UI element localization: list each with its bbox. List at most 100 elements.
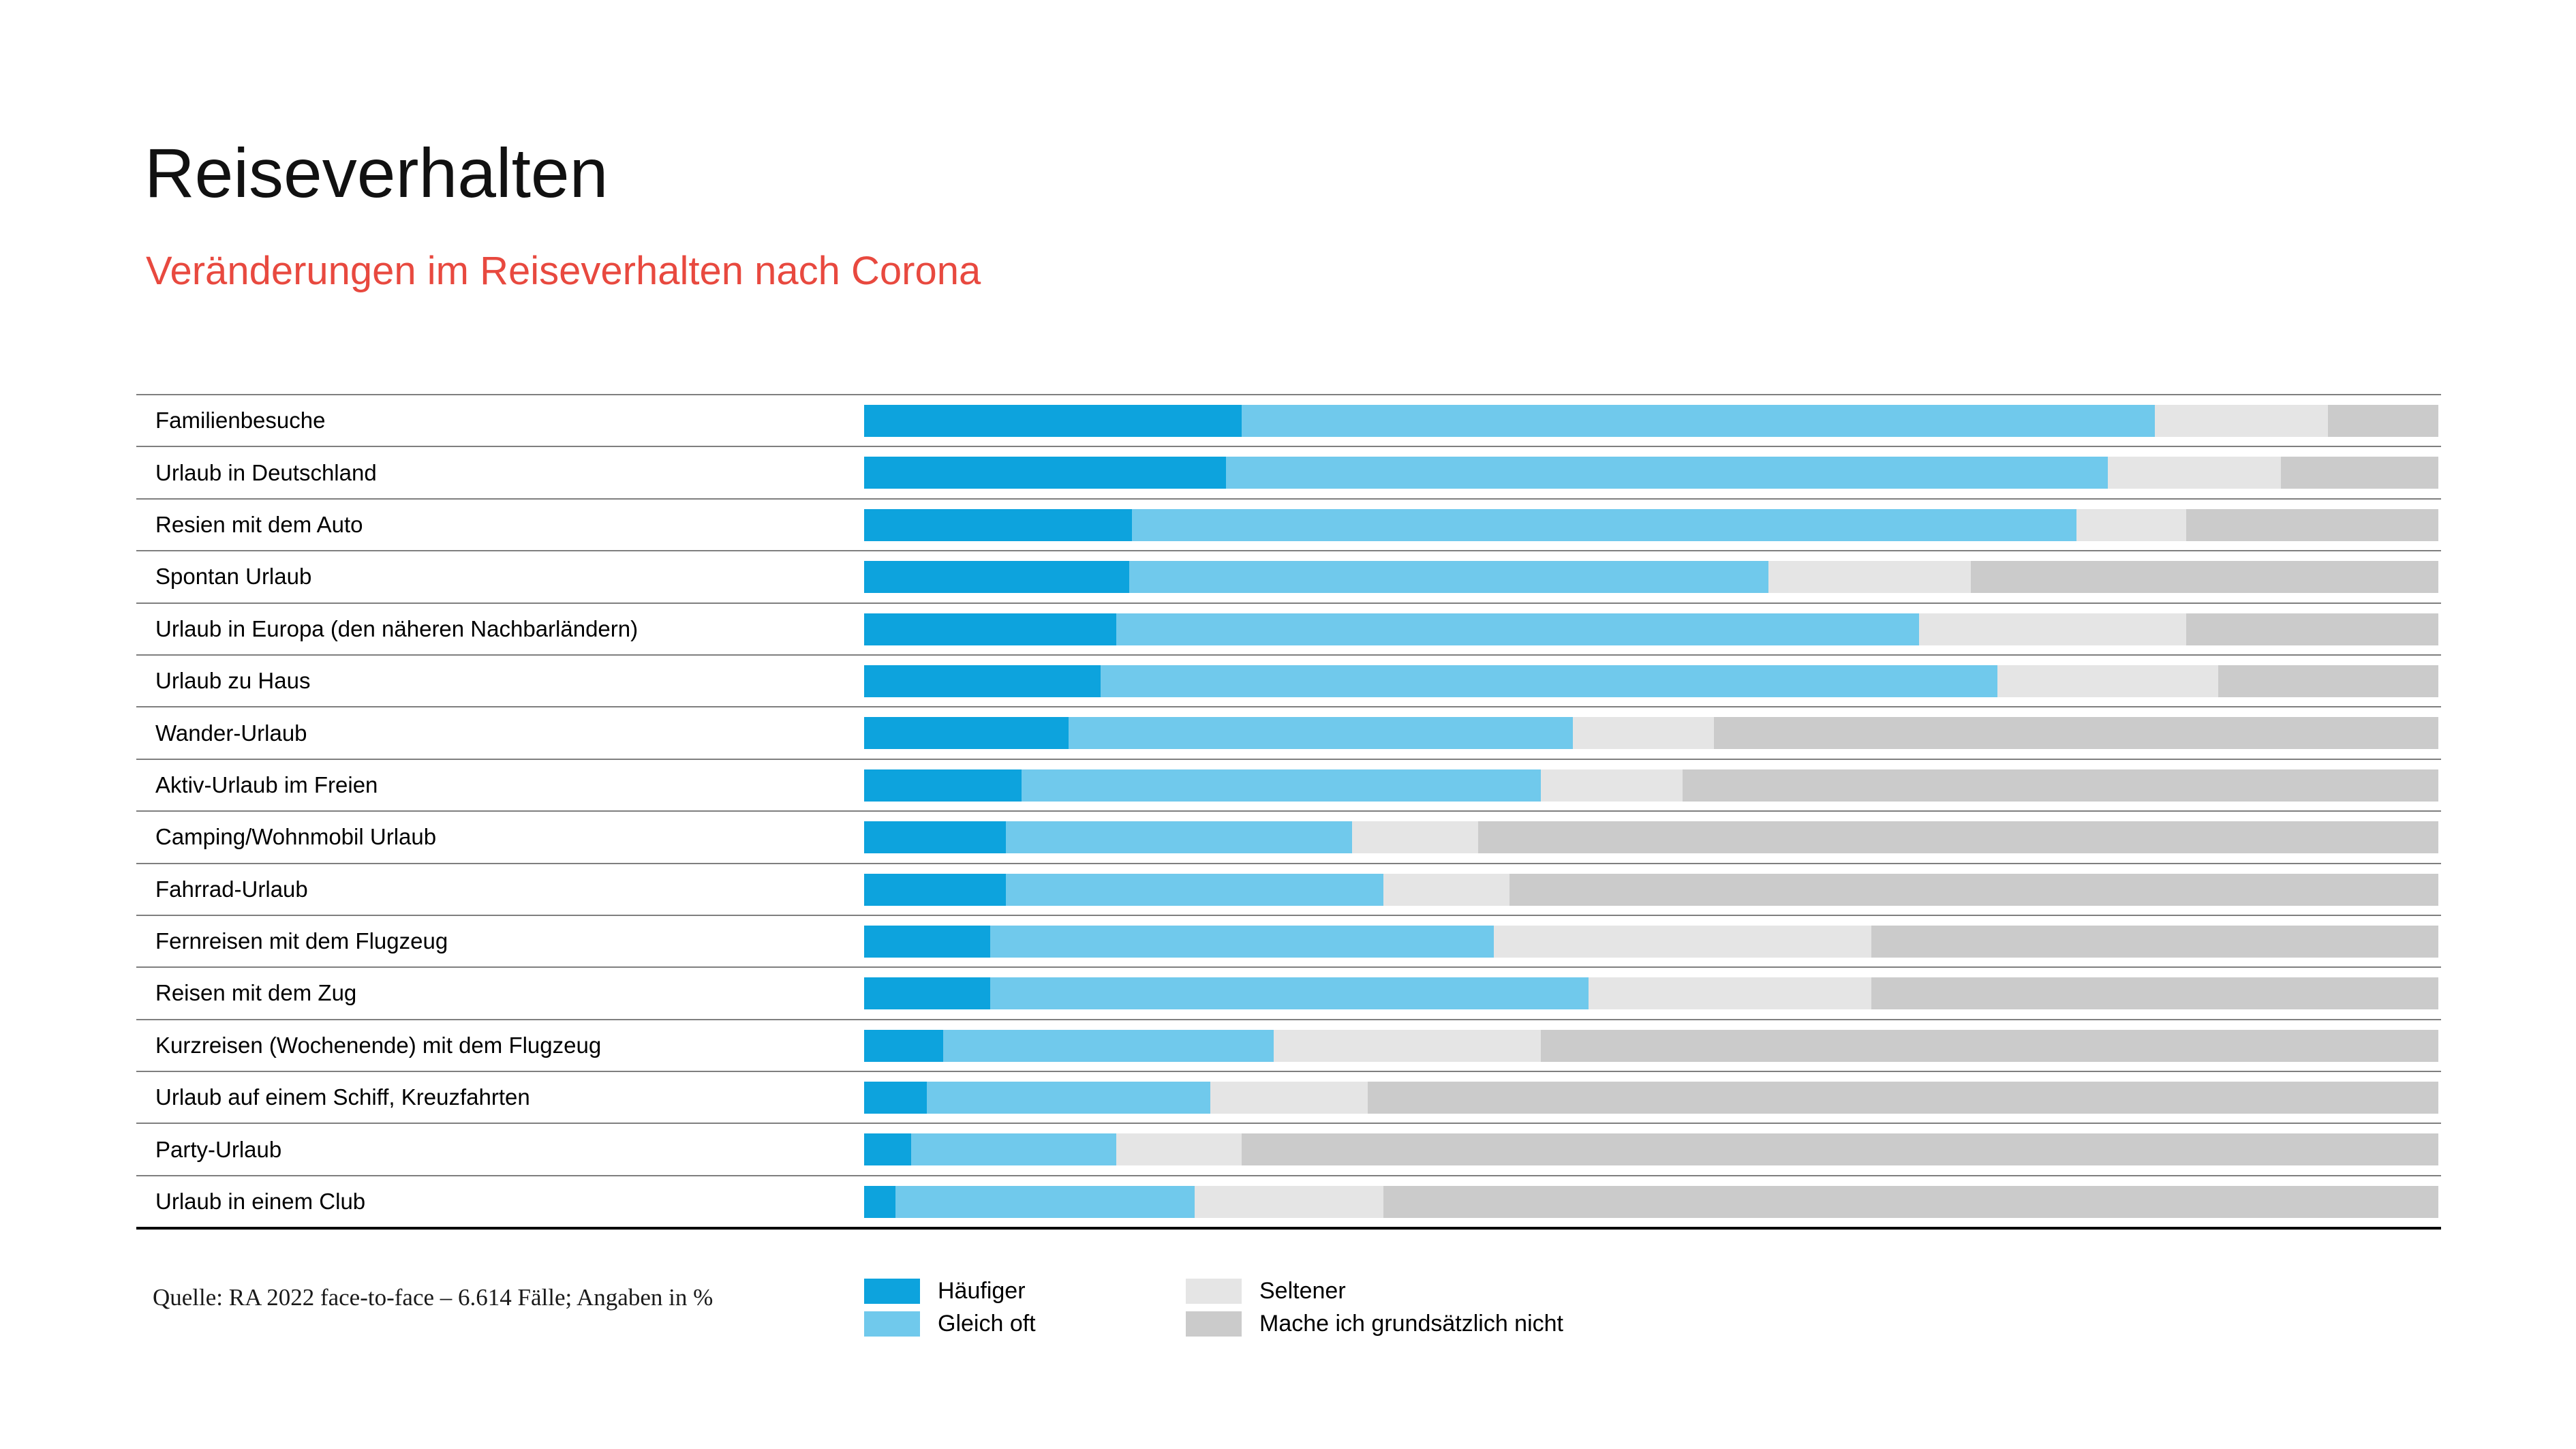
bar-segment <box>1116 1133 1242 1166</box>
bar-segment <box>864 977 990 1010</box>
row-label: Spontan Urlaub <box>155 564 312 590</box>
row-label: Reisen mit dem Zug <box>155 980 357 1006</box>
row-label: Urlaub in Europa (den näheren Nachbarlän… <box>155 615 639 641</box>
row-label: Urlaub in Deutschland <box>155 459 377 485</box>
stacked-bar <box>864 717 2438 750</box>
chart-row: Urlaub in Europa (den näheren Nachbarlän… <box>136 604 2441 656</box>
chart-row: Wander-Urlaub <box>136 707 2441 760</box>
bar-segment <box>895 1185 1195 1218</box>
chart-legend: Häufiger Gleich oft Seltener Mache ich grun… <box>864 1275 1563 1340</box>
bar-segment <box>942 1029 1274 1062</box>
bar-segment <box>2186 613 2438 645</box>
stacked-bar <box>864 613 2438 645</box>
bar-segment <box>1970 561 2438 594</box>
stacked-bar <box>864 457 2438 489</box>
bar-segment <box>990 977 1589 1010</box>
bar-segment <box>2280 457 2438 489</box>
row-label: Aktiv-Urlaub im Freien <box>155 772 378 797</box>
bar-segment <box>1714 717 2438 750</box>
source-note: Quelle: RA 2022 face-to-face – 6.614 Fäl… <box>153 1284 714 1311</box>
bar-segment <box>1005 821 1353 854</box>
bar-segment <box>2218 665 2439 697</box>
bar-segment <box>1509 873 2439 906</box>
chart-row: Reisen mit dem Zug <box>136 968 2441 1020</box>
row-label: Urlaub in einem Club <box>155 1189 366 1215</box>
legend-item: Gleich oft <box>864 1311 1186 1337</box>
bar-segment <box>1210 1082 1368 1114</box>
row-label: Resien mit dem Auto <box>155 511 363 537</box>
row-label: Party-Urlaub <box>155 1136 282 1162</box>
bar-segment <box>864 1185 896 1218</box>
bar-segment <box>1683 769 2438 802</box>
bar-segment <box>864 1029 943 1062</box>
chart-row: Camping/Wohnmobil Urlaub <box>136 812 2441 864</box>
stacked-bar <box>864 977 2438 1010</box>
stacked-bar <box>864 873 2439 906</box>
chart-row: Urlaub zu Haus <box>136 656 2441 708</box>
bar-segment <box>1352 821 1478 854</box>
stacked-bar <box>864 405 2438 437</box>
bar-segment <box>1871 925 2438 958</box>
bar-segment <box>2186 508 2438 541</box>
stacked-bar <box>864 665 2439 697</box>
row-label: Fahrrad-Urlaub <box>155 876 308 902</box>
bar-segment <box>1129 561 1768 594</box>
legend-item: Häufiger <box>864 1278 1186 1305</box>
legend-item: Seltener <box>1186 1278 1563 1305</box>
row-label: Wander-Urlaub <box>155 720 307 746</box>
bar-segment <box>1226 457 2108 489</box>
bar-segment <box>1022 769 1542 802</box>
travel-behavior-chart: Familienbesuche Urlaub in Deutschland Resi… <box>136 394 2441 1230</box>
bar-segment <box>1918 613 2187 645</box>
bar-segment <box>2328 405 2438 437</box>
stacked-bar <box>864 1185 2439 1218</box>
bar-segment <box>1273 1029 1542 1062</box>
bar-segment <box>911 1133 1116 1166</box>
bar-segment <box>1588 977 1872 1010</box>
bar-segment <box>864 561 1129 594</box>
bar-segment <box>927 1082 1211 1114</box>
legend-swatch <box>1186 1311 1242 1337</box>
bar-segment <box>1383 1185 2439 1218</box>
chart-row: Fahrrad-Urlaub <box>136 864 2441 916</box>
stacked-bar <box>864 1029 2438 1062</box>
bar-segment <box>1541 1029 2438 1062</box>
stacked-bar <box>864 769 2438 802</box>
bar-segment <box>2076 508 2187 541</box>
bar-segment <box>1195 1185 1384 1218</box>
bar-segment <box>864 925 990 958</box>
bar-segment <box>1368 1082 2438 1114</box>
bar-segment <box>1383 873 1510 906</box>
legend-label: Seltener <box>1259 1277 1346 1304</box>
bar-segment <box>1242 1133 2438 1166</box>
bar-segment <box>864 717 1069 750</box>
stacked-bar <box>864 1082 2438 1114</box>
chart-row: Spontan Urlaub <box>136 551 2441 604</box>
bar-segment <box>1069 717 1573 750</box>
legend-swatch <box>1186 1278 1242 1304</box>
row-label: Familienbesuche <box>155 408 326 433</box>
bar-segment <box>1005 873 1384 906</box>
bar-segment <box>864 665 1101 697</box>
bar-segment <box>1494 925 1872 958</box>
bar-segment <box>1541 769 1683 802</box>
bar-segment <box>864 1082 927 1114</box>
page-title: Reiseverhalten <box>144 134 609 212</box>
bar-segment <box>864 1133 912 1166</box>
chart-row: Familienbesuche <box>136 395 2441 448</box>
chart-row: Aktiv-Urlaub im Freien <box>136 760 2441 812</box>
row-label: Urlaub zu Haus <box>155 668 311 694</box>
bar-segment <box>1477 821 2438 854</box>
chart-row: Urlaub auf einem Schiff, Kreuzfahrten <box>136 1072 2441 1125</box>
bar-segment <box>864 821 1006 854</box>
bar-segment <box>864 508 1132 541</box>
bar-segment <box>864 873 1006 906</box>
legend-label: Gleich oft <box>938 1310 1036 1337</box>
bar-segment <box>2155 405 2329 437</box>
chart-row: Urlaub in einem Club <box>136 1176 2441 1230</box>
stacked-bar <box>864 561 2438 594</box>
bar-segment <box>990 925 1494 958</box>
bar-segment <box>1768 561 1971 594</box>
row-label: Kurzreisen (Wochenende) mit dem Flugzeug <box>155 1032 602 1058</box>
